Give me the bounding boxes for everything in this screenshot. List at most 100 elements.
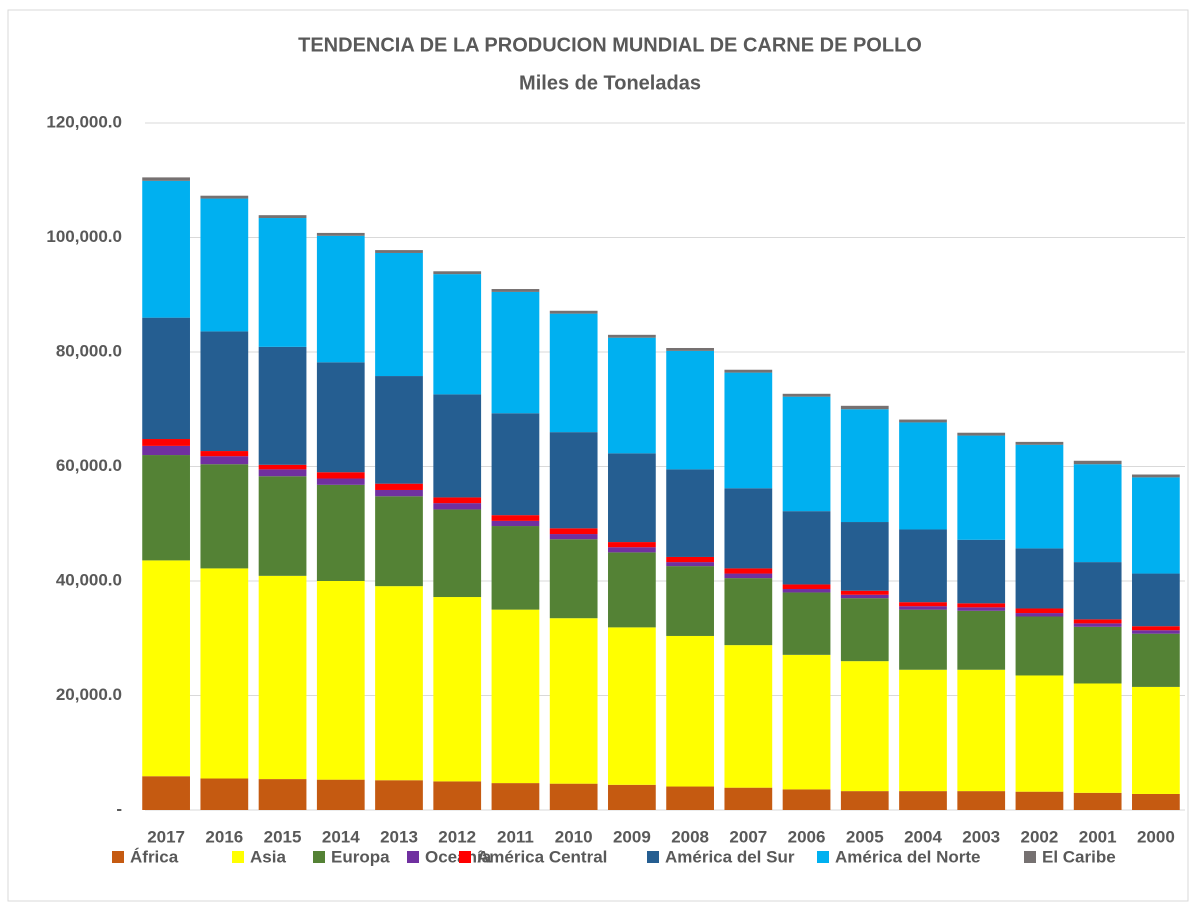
bar-segment	[491, 413, 540, 516]
bar-segment	[724, 573, 773, 579]
bar-segment	[142, 439, 190, 446]
bar-segment	[433, 394, 482, 498]
bar-segment	[957, 791, 1006, 810]
bar-segment	[375, 252, 423, 377]
bar-segment	[899, 606, 947, 610]
bar-segment	[666, 635, 714, 787]
legend-swatch	[647, 851, 659, 863]
bar-segment	[1132, 474, 1180, 478]
bar-segment	[375, 780, 423, 810]
bar-segment	[258, 346, 307, 465]
bar-segment	[666, 556, 714, 563]
bar-segment	[1132, 573, 1180, 627]
bar-segment	[491, 526, 540, 610]
bar-segment	[782, 789, 831, 810]
x-tick-label: 2014	[322, 827, 360, 846]
bar-segment	[549, 534, 598, 540]
legend-swatch	[313, 851, 325, 863]
legend-label: Europa	[331, 847, 390, 866]
bar-segment	[200, 464, 249, 569]
bar-segment	[375, 489, 423, 497]
bar-segment	[491, 289, 540, 292]
bar-segment	[491, 783, 540, 810]
bar-segment	[782, 396, 831, 512]
bar-segment	[1132, 686, 1180, 794]
bar-segment	[1132, 633, 1180, 687]
bar-segment	[433, 274, 482, 395]
legend-label: América del Sur	[665, 847, 795, 866]
bar-segment	[1015, 675, 1064, 792]
bar-segment	[957, 539, 1006, 604]
bar-segment	[375, 376, 423, 484]
bar-segment	[142, 560, 190, 777]
bar-segment	[840, 598, 889, 662]
bar-segment	[840, 594, 889, 599]
bar-segment	[549, 310, 598, 314]
bar-segment	[840, 791, 889, 810]
bar-segment	[316, 484, 365, 581]
bar-segment	[724, 488, 773, 569]
bar-segment	[316, 232, 365, 236]
bar-segment	[433, 509, 482, 598]
bar-segment	[142, 180, 190, 318]
bar-segment	[1015, 548, 1064, 609]
bar-segment	[200, 198, 249, 332]
x-tick-label: 2000	[1137, 827, 1175, 846]
bar-segment	[1073, 562, 1122, 620]
bar-segment	[1073, 464, 1122, 563]
bar-segment	[782, 654, 831, 790]
bar-segment	[608, 542, 656, 548]
bar-segment	[957, 669, 1006, 792]
bar-segment	[608, 337, 656, 454]
bar-segment	[840, 409, 889, 523]
chart-title: TENDENCIA DE LA PRODUCION MUNDIAL DE CAR…	[298, 34, 922, 56]
bar-segment	[899, 419, 947, 423]
bar-segment	[899, 422, 947, 530]
bar-segment	[840, 405, 889, 410]
y-tick-label: 100,000.0	[46, 227, 122, 246]
bar-segment	[666, 566, 714, 636]
bar-segment	[957, 432, 1006, 436]
bar-segment	[724, 645, 773, 788]
legend-swatch	[232, 851, 244, 863]
bar-segment	[200, 451, 249, 457]
bar-segment	[1132, 630, 1180, 634]
bar-segment	[316, 478, 365, 485]
x-tick-label: 2006	[788, 827, 826, 846]
x-tick-label: 2012	[438, 827, 476, 846]
y-tick-label: 80,000.0	[56, 341, 122, 360]
bar-segment	[549, 432, 598, 529]
x-tick-label: 2002	[1021, 827, 1059, 846]
legend-label: El Caribe	[1042, 847, 1116, 866]
bar-segment	[957, 610, 1006, 670]
bar-segment	[899, 791, 947, 810]
bar-segment	[666, 469, 714, 557]
bar-segment	[666, 562, 714, 567]
bar-segment	[316, 362, 365, 473]
bar-segment	[1073, 626, 1122, 684]
legend-label: América del Norte	[835, 847, 981, 866]
bar-segment	[899, 609, 947, 670]
bar-segment	[549, 539, 598, 619]
bar-segment	[258, 218, 307, 347]
bar-segment	[433, 503, 482, 510]
legend-swatch	[817, 851, 829, 863]
bar-segment	[316, 472, 365, 479]
bar-segment	[666, 350, 714, 470]
bar-segment	[608, 334, 656, 338]
bar-segment	[724, 787, 773, 810]
y-tick-label: 40,000.0	[56, 570, 122, 589]
bar-segment	[782, 589, 831, 593]
bar-segment	[608, 784, 656, 810]
bar-segment	[142, 317, 190, 440]
bar-segment	[1073, 792, 1122, 810]
bar-segment	[433, 497, 482, 504]
legend-swatch	[1024, 851, 1036, 863]
bar-segment	[258, 575, 307, 780]
bar-segment	[433, 597, 482, 782]
bar-segment	[608, 547, 656, 553]
bar-segment	[957, 603, 1006, 608]
bar-segment	[491, 291, 540, 414]
bar-segment	[200, 331, 249, 452]
